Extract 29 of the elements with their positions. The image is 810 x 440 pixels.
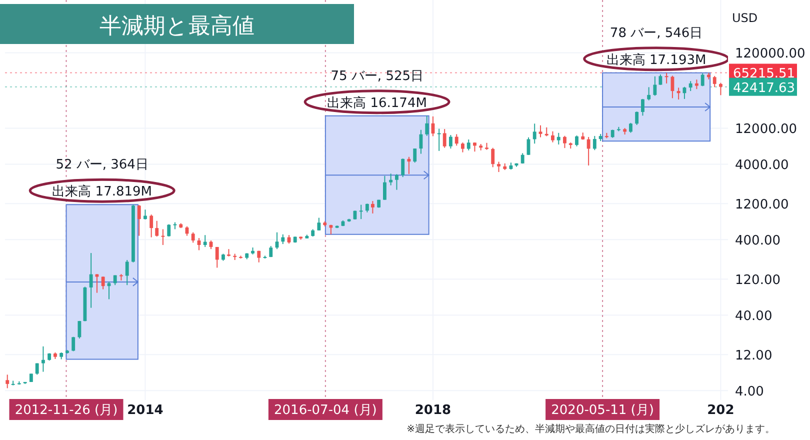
refline-label: 42417.63: [729, 78, 797, 96]
annotation: 出来高 17.819M: [28, 178, 176, 203]
annotation: 出来高 16.174M: [304, 90, 450, 114]
y-tick-label: 120.00: [735, 273, 780, 288]
x-tick-label: 2014: [127, 403, 164, 418]
annotation: 出来高 17.193M: [606, 52, 706, 68]
y-tick-label: 12.00: [735, 348, 772, 364]
y-tick-label: 12000.00: [735, 122, 798, 138]
y-tick-label: 1200.00: [735, 198, 789, 213]
ref-line-label: 2020-05-11 (月): [551, 403, 654, 418]
refline-label: 2020-05-11 (月): [546, 399, 660, 420]
title: 半減期と最高値: [0, 4, 354, 44]
y-tick-label: 120000.00: [735, 46, 806, 62]
annotation: 出来高 17.819M: [52, 184, 152, 200]
annotation: 出来高 17.193M: [583, 46, 730, 72]
y-tick-label: 4000.00: [735, 158, 789, 174]
y-tick-label: 40.00: [735, 309, 772, 324]
y-tick-label: 4.00: [735, 384, 764, 400]
x-tick-label: 202: [707, 403, 734, 418]
y-axis-title: USD: [732, 11, 758, 25]
ref-line-label: 42417.63: [733, 80, 796, 96]
refline-label: 2016-07-04 (月): [268, 399, 382, 420]
annotation: 出来高 16.174M: [327, 94, 427, 111]
y-tick-label: 400.00: [735, 234, 780, 249]
refline-label: 2012-11-26 (月): [9, 399, 124, 420]
ref-line-label: 2012-11-26 (月): [14, 403, 118, 418]
text: ※週足で表示しているため、半減期や最高値の日付は実際と少しズレがあります。: [406, 423, 775, 435]
ref-line-label: 2016-07-04 (月): [274, 403, 377, 418]
x-tick-label: 2018: [414, 403, 452, 418]
